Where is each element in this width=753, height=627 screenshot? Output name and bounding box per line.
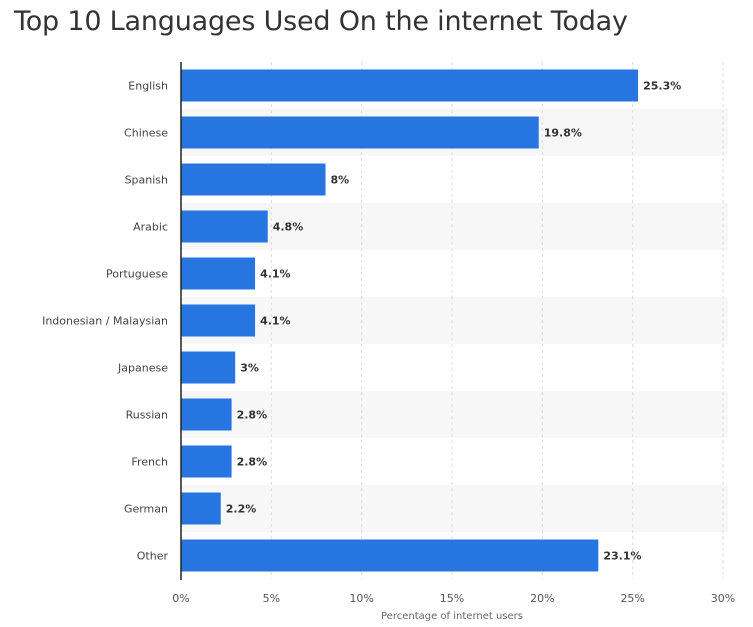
category-label: Arabic — [133, 221, 168, 234]
x-tick-label: 0% — [172, 592, 189, 605]
value-label: 2.8% — [237, 456, 268, 469]
x-tick-label: 5% — [263, 592, 280, 605]
value-label: 2.2% — [226, 503, 257, 516]
value-label: 23.1% — [603, 550, 641, 563]
bar — [181, 163, 326, 196]
category-label: Chinese — [124, 127, 168, 140]
row-stripe — [181, 485, 728, 532]
category-label: French — [131, 456, 168, 469]
x-axis-title: Percentage of internet users — [381, 611, 523, 622]
value-label: 4.8% — [273, 221, 304, 234]
bar — [181, 257, 256, 290]
bar — [181, 304, 256, 337]
bar — [181, 116, 539, 149]
chart-title: Top 10 Languages Used On the internet To… — [14, 6, 628, 37]
bar — [181, 398, 232, 431]
bar — [181, 539, 599, 572]
x-tick-label: 10% — [349, 592, 373, 605]
bar — [181, 351, 236, 384]
category-label: Russian — [126, 409, 168, 422]
category-label: English — [128, 80, 168, 93]
category-label: Other — [137, 550, 169, 563]
value-label: 2.8% — [237, 409, 268, 422]
x-tick-label: 30% — [711, 592, 735, 605]
category-label: Indonesian / Malaysian — [42, 315, 168, 328]
value-label: 19.8% — [544, 127, 582, 140]
value-label: 4.1% — [260, 268, 291, 281]
row-stripe — [181, 297, 728, 344]
value-label: 8% — [331, 174, 350, 187]
bar — [181, 69, 639, 102]
category-label: Japanese — [117, 362, 168, 375]
category-label: Spanish — [125, 174, 168, 187]
row-stripe — [181, 203, 728, 250]
bar — [181, 445, 232, 478]
row-stripe — [181, 391, 728, 438]
bar — [181, 492, 221, 525]
value-label: 25.3% — [643, 80, 681, 93]
category-label: German — [124, 503, 168, 516]
bar — [181, 210, 268, 243]
x-tick-label: 15% — [440, 592, 464, 605]
x-tick-label: 25% — [620, 592, 644, 605]
x-tick-label: 20% — [530, 592, 554, 605]
category-label: Portuguese — [106, 268, 168, 281]
value-label: 3% — [240, 362, 259, 375]
value-label: 4.1% — [260, 315, 291, 328]
